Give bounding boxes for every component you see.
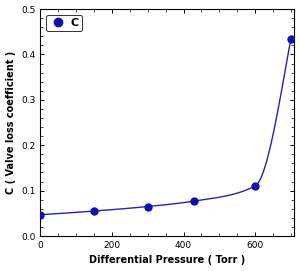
C (253, 185, 257, 188)
Line: C: C (37, 35, 294, 218)
X-axis label: Differential Pressure ( Torr ): Differential Pressure ( Torr ) (89, 256, 245, 265)
C (289, 37, 293, 40)
C (146, 205, 149, 208)
C (92, 209, 96, 213)
Legend: C: C (46, 15, 82, 31)
C (192, 199, 196, 203)
Y-axis label: C ( Valve loss coefficient ): C ( Valve loss coefficient ) (6, 51, 16, 194)
C (38, 213, 42, 216)
